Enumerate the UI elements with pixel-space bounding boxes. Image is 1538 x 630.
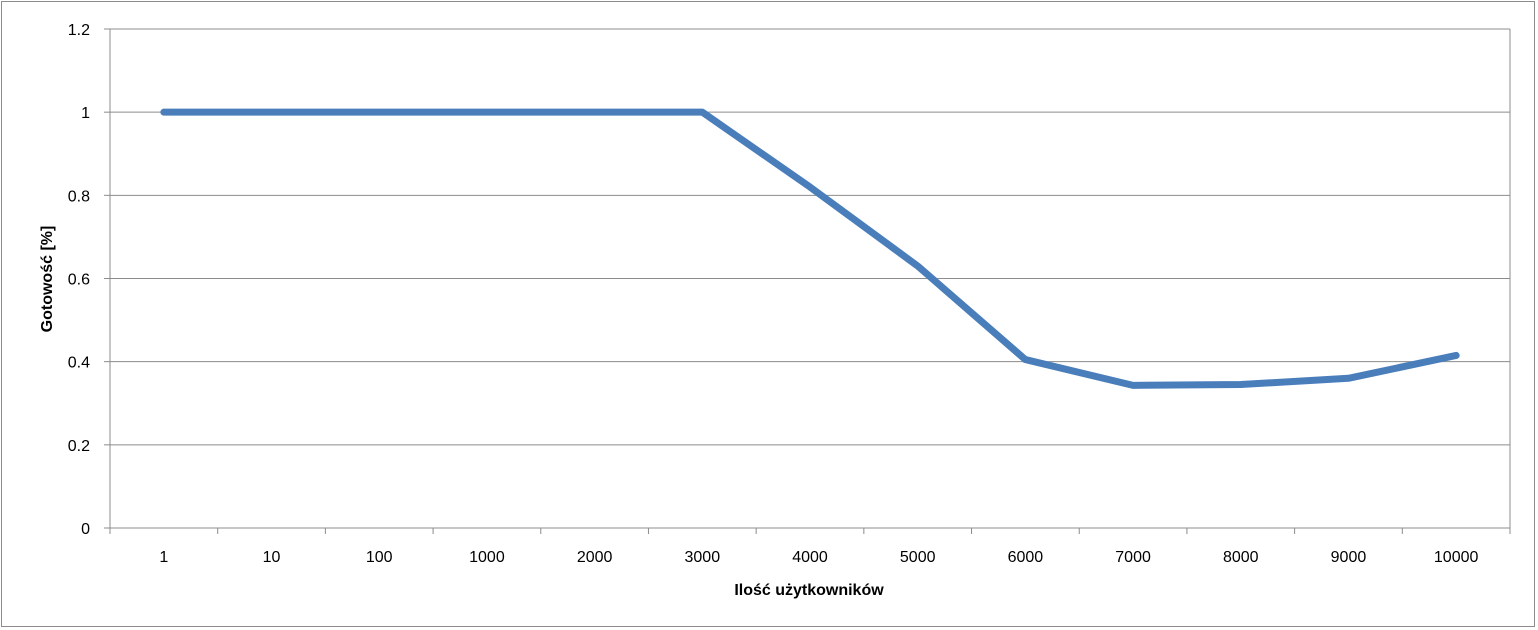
x-tick-label: 4000 — [792, 549, 828, 566]
x-tick-label: 1 — [159, 549, 168, 566]
y-tick-label: 0.6 — [68, 272, 90, 289]
x-tick-labels: 1 10 100 1000 2000 3000 4000 5000 6000 7000 8000 90… — [159, 549, 1478, 566]
x-tick-label: 10000 — [1434, 549, 1479, 566]
data-point — [701, 111, 703, 113]
x-tick-label: 8000 — [1223, 549, 1259, 566]
x-tick-label: 10 — [263, 549, 281, 566]
y-tick-label: 1.2 — [68, 22, 90, 39]
data-point — [486, 111, 488, 113]
y-tick-label: 1 — [81, 105, 90, 122]
data-point — [1024, 359, 1026, 361]
data-point — [163, 111, 165, 113]
x-axis-title: Ilość użytkowników — [734, 582, 884, 599]
y-tick-label: 0.2 — [68, 438, 90, 455]
x-tick-label: 7000 — [1115, 549, 1151, 566]
series-layer — [160, 108, 1460, 389]
data-point — [1240, 384, 1242, 386]
x-tick-label: 1000 — [469, 549, 505, 566]
data-point — [917, 265, 919, 267]
x-tick-label: 6000 — [1008, 549, 1044, 566]
x-tick-label: 2000 — [577, 549, 613, 566]
data-point — [809, 186, 811, 188]
y-axis-title: Gotowość [%] — [39, 226, 56, 333]
data-point — [1455, 354, 1457, 356]
data-point — [594, 111, 596, 113]
x-tick-label: 9000 — [1331, 549, 1367, 566]
data-point — [1347, 377, 1349, 379]
y-tick-labels: 0 0.2 0.4 0.6 0.8 1 1.2 — [68, 22, 90, 538]
x-tick-label: 5000 — [900, 549, 936, 566]
data-point — [1132, 384, 1134, 386]
data-point — [378, 111, 380, 113]
axes — [104, 28, 1511, 534]
series-line — [160, 108, 1460, 389]
y-tick-label: 0.8 — [68, 188, 90, 205]
y-tick-label: 0 — [81, 521, 90, 538]
y-tick-label: 0.4 — [68, 355, 90, 372]
x-tick-label: 3000 — [685, 549, 721, 566]
x-tick-label: 100 — [366, 549, 393, 566]
gridlines — [110, 28, 1511, 528]
data-point — [271, 111, 273, 113]
